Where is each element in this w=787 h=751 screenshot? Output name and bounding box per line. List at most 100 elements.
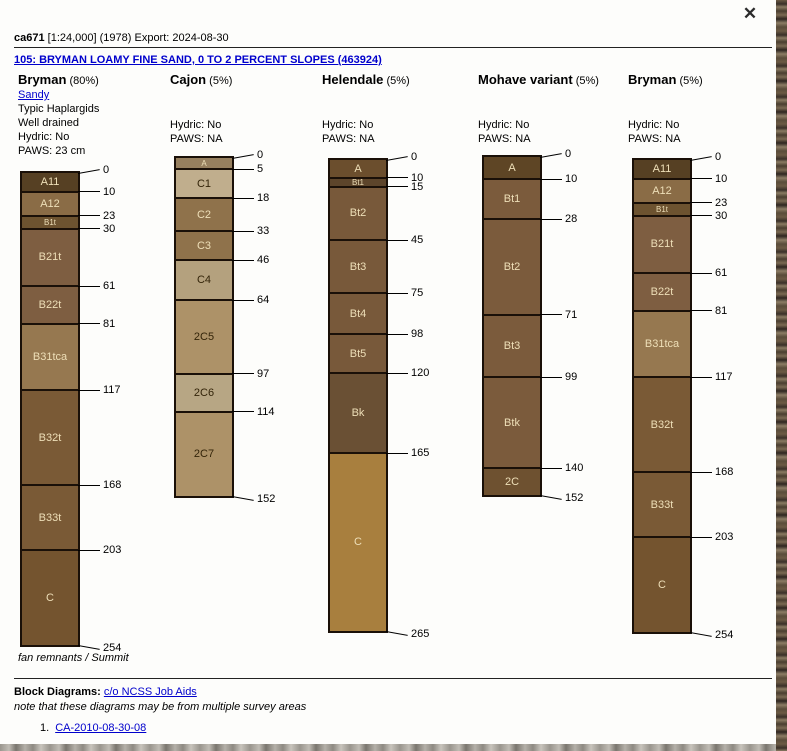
horizon-separator [484, 376, 540, 379]
horizon-a12: A12 [634, 178, 690, 203]
depth-label: 23 [715, 196, 728, 209]
tick-line [540, 376, 562, 378]
depth-label: 120 [411, 367, 430, 380]
depth-label: 114 [257, 405, 275, 418]
tick-line [385, 155, 408, 161]
profile-percent: (5%) [572, 75, 599, 87]
footer-divider [14, 678, 772, 679]
horizon-separator [176, 230, 232, 233]
horizon-separator [634, 309, 690, 312]
depth-tick: 45 [386, 233, 423, 247]
horizon-label: Bt3 [349, 260, 367, 273]
list-item-number: 1. [40, 722, 50, 734]
depth-label: 10 [411, 171, 424, 184]
horizon-separator [330, 333, 386, 336]
depth-label: 46 [257, 254, 270, 267]
horizon-label: Bt5 [349, 347, 367, 360]
horizon-c4: C4 [176, 260, 232, 301]
depth-tick: 0 [539, 148, 571, 164]
horizon-label: B31tca [32, 350, 68, 363]
map-unit-title-link[interactable]: 105: BRYMAN LOAMY FINE SAND, 0 TO 2 PERC… [14, 54, 382, 66]
profile-name: Helendale [322, 72, 384, 87]
depth-tick: 99 [540, 370, 577, 384]
horizon-c: C [634, 537, 690, 632]
horizon-bt4: Bt4 [330, 293, 386, 335]
profile-info-line: Hydric: No [628, 119, 680, 131]
taxon-link[interactable]: Sandy [18, 89, 50, 101]
horizon-label: B22t [38, 298, 62, 311]
depth-label: 33 [257, 225, 270, 238]
tick-line [539, 494, 562, 500]
depth-tick: 46 [232, 253, 269, 267]
horizon-b1t: B1t [22, 215, 78, 229]
horizon-label: B22t [650, 285, 674, 298]
tick-line [540, 218, 562, 220]
horizon-label: B32t [650, 418, 674, 431]
depth-tick: 30 [690, 209, 727, 223]
depth-tick: 168 [690, 465, 733, 479]
profile-title: Bryman (5%) [628, 72, 703, 87]
horizon-separator [330, 372, 386, 375]
horizon-bt3: Bt3 [484, 314, 540, 378]
diagram-date-link[interactable]: CA-2010-08-30-08 [55, 722, 147, 734]
horizon-separator [22, 285, 78, 288]
depth-tick: 203 [690, 530, 733, 544]
horizon-separator [22, 322, 78, 325]
tick-line [232, 230, 254, 232]
tick-line [539, 152, 562, 158]
tick-line [78, 228, 100, 230]
profile-percent: (5%) [383, 75, 410, 87]
horizon-separator [22, 190, 78, 193]
tick-line [690, 310, 712, 311]
profile-info: Hydric: No PAWS: NA [478, 118, 531, 146]
depth-tick: 10 [386, 171, 423, 185]
depth-label: 81 [715, 304, 728, 317]
depth-label: 152 [565, 492, 584, 504]
horizon-2c: 2C [484, 468, 540, 495]
depth-label: 140 [565, 462, 584, 475]
profile-title: Cajon (5%) [170, 72, 232, 87]
depth-label: 0 [715, 151, 722, 163]
horizon-b1t: B1t [634, 202, 690, 216]
horizon-label: Bt2 [503, 261, 521, 274]
horizon-2c7: 2C7 [176, 411, 232, 496]
horizon-separator [176, 259, 232, 262]
profile-name: Bryman [18, 72, 67, 87]
profile-name: Bryman [628, 72, 677, 87]
horizon-a12: A12 [22, 191, 78, 216]
tick-line [386, 177, 408, 179]
horizon-c: C [22, 550, 78, 645]
horizon-label: B21t [650, 238, 674, 251]
profile-info-line: PAWS: NA [478, 133, 531, 145]
tick-line [78, 323, 100, 324]
horizon-b22t: B22t [22, 286, 78, 324]
depth-label: 81 [103, 317, 116, 330]
horizon-btk: Btk [484, 377, 540, 469]
horizon-label: Bt2 [349, 207, 367, 220]
depth-tick: 81 [690, 304, 727, 318]
soil-profile-column: A11 A12 B1t B21t B22t B31tca B32t B33t C 0 10 23 30 6… [20, 164, 121, 654]
depth-label: 28 [565, 213, 578, 226]
landform-label: fan remnants / Summit [18, 652, 129, 664]
horizon-separator [484, 218, 540, 221]
soil-profile-column: A Bt1 Bt2 Bt3 Bt4 Bt5 Bk C 0 10 15 45 75 98 120 165 265 [328, 151, 429, 640]
block-diagrams-line: Block Diagrams: c/o NCSS Job Aids [14, 686, 197, 698]
horizon-separator [176, 168, 232, 171]
depth-label: 0 [411, 151, 418, 163]
horizon-bt5: Bt5 [330, 334, 386, 374]
profile-info: Hydric: No PAWS: NA [322, 118, 375, 146]
depth-label: 168 [103, 479, 122, 492]
horizon-separator [634, 376, 690, 379]
depth-tick: 10 [540, 172, 577, 186]
depth-tick: 30 [78, 222, 115, 236]
depth-tick: 152 [231, 489, 275, 505]
ncss-job-aids-link[interactable]: c/o NCSS Job Aids [103, 686, 197, 698]
horizon-2c6: 2C6 [176, 373, 232, 412]
horizon-a: A [484, 157, 540, 180]
horizon-separator [22, 484, 78, 487]
horizon-c: C [330, 453, 386, 631]
close-icon[interactable]: ✕ [742, 4, 758, 23]
tick-line [78, 484, 100, 486]
depth-tick: 10 [690, 172, 727, 186]
horizon-label: Bt4 [349, 307, 367, 320]
